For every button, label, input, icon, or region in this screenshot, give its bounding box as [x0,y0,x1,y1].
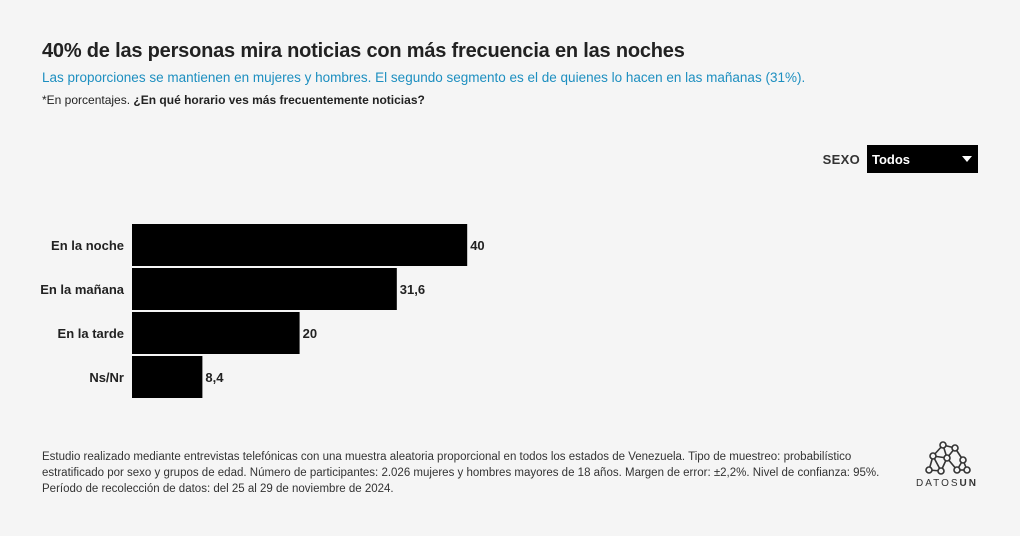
note-prefix: *En porcentajes. [42,93,131,107]
filter-label: SEXO [822,151,860,167]
chart-title: 40% de las personas mira noticias con má… [42,40,685,62]
chart-subtitle: Las proporciones se mantienen en mujeres… [42,70,806,85]
value-label: 31,6 [400,282,425,297]
network-logo-icon [925,441,971,475]
bar-chart: En la noche 40 En la mañana 31,6 En la tarde… [40,224,485,398]
value-label: 40 [470,238,484,253]
sex-filter: SEXO Todos [823,145,978,173]
category-label: Ns/Nr [89,370,124,385]
bar[interactable] [132,224,468,266]
value-label: 8,4 [205,370,224,385]
chevron-down-icon [962,156,972,162]
category-label: En la tarde [58,326,124,341]
select-value: Todos [872,151,911,167]
chart-note: *En porcentajes. ¿En qué horario ves más… [42,93,425,107]
note-question: ¿En qué horario ves más frecuentemente n… [133,93,425,107]
bar[interactable] [132,356,203,398]
logo-text-datos: DATOS [916,478,960,489]
methodology-footnote: Estudio realizado mediante entrevistas t… [42,451,880,495]
logo-text-un: UN [959,478,978,489]
logo-text: DATOSUN [916,478,978,489]
category-label: En la noche [51,238,124,253]
category-label: En la mañana [40,282,125,297]
bar[interactable] [132,312,300,354]
sex-select-dropdown[interactable]: Todos [867,145,978,173]
bar[interactable] [132,268,397,310]
value-label: 20 [303,326,317,341]
datosun-logo: DATOSUN [916,440,978,489]
